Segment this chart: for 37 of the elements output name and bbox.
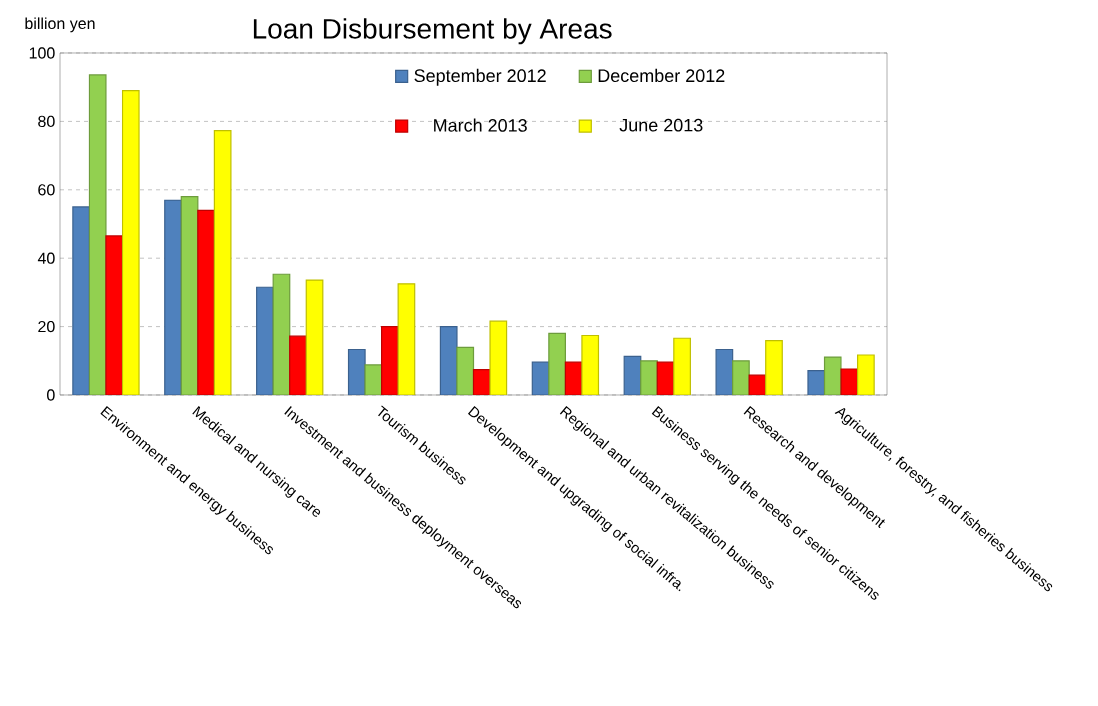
y-axis-title: billion yen	[25, 17, 95, 33]
bar	[272, 273, 291, 395]
bar	[88, 74, 107, 395]
bar	[857, 354, 875, 395]
bar	[213, 130, 232, 395]
bar	[765, 340, 783, 395]
legend-label: December 2012	[598, 68, 725, 83]
bar	[456, 346, 475, 395]
y-tick-label: 100	[29, 47, 55, 59]
bar	[105, 235, 124, 395]
bar	[581, 334, 600, 395]
bar	[397, 283, 416, 395]
bar	[121, 90, 140, 395]
bar	[305, 279, 324, 395]
bar	[548, 332, 566, 395]
legend-label: June 2013	[619, 118, 703, 132]
bar	[164, 199, 182, 395]
legend-label: March 2013	[434, 118, 527, 132]
y-tick-label: 40	[37, 252, 55, 264]
y-tick-label: 20	[38, 320, 55, 333]
bar	[256, 286, 274, 395]
bar	[72, 206, 91, 395]
bar	[732, 360, 750, 395]
chart-title: Loan Disbursement by Areas	[253, 18, 612, 45]
bar	[489, 320, 508, 395]
y-tick-label: 80	[38, 115, 55, 128]
bar	[197, 209, 215, 395]
bar	[640, 360, 658, 395]
bar	[823, 356, 842, 395]
bar	[364, 364, 383, 395]
bar	[289, 335, 307, 395]
bar	[381, 326, 399, 395]
legend-label: September 2012	[414, 68, 546, 86]
y-tick-label: 0	[47, 389, 55, 401]
bar	[673, 337, 691, 395]
y-tick-label: 60	[38, 184, 55, 196]
bar	[180, 196, 199, 395]
